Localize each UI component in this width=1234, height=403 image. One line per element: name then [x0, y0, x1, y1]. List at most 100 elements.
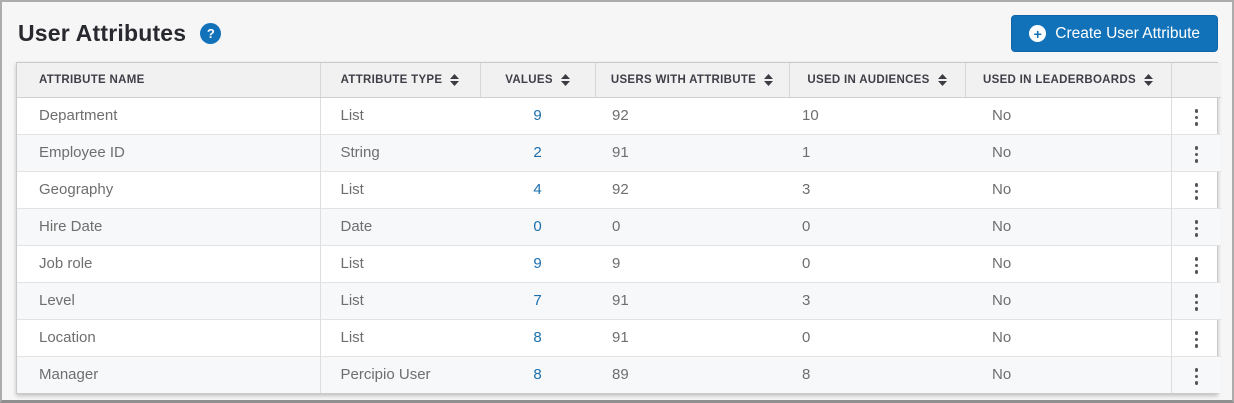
column-header-used-in-leaderboards[interactable]: USED IN LEADERBOARDS: [965, 63, 1172, 98]
values-count-link[interactable]: 9: [533, 107, 542, 124]
table-row: Level List 7 91 3 No: [17, 281, 1221, 319]
used-in-audiences-cell: 0: [789, 207, 965, 245]
kebab-menu-icon[interactable]: [1187, 214, 1207, 243]
page-title: User Attributes: [18, 20, 187, 46]
values-cell: 2: [480, 133, 595, 171]
attribute-name-cell: Hire Date: [17, 207, 321, 245]
used-in-audiences-cell: 0: [789, 244, 965, 282]
table-row: Department List 9 92 10 No: [17, 97, 1221, 134]
attribute-name-cell: Level: [17, 281, 321, 319]
sort-icon: [1143, 73, 1153, 86]
attribute-type-cell: List: [320, 281, 480, 319]
values-cell: 9: [480, 244, 595, 282]
attribute-type-cell: List: [320, 318, 480, 356]
sort-icon: [560, 73, 570, 86]
row-actions-cell: [1170, 170, 1221, 208]
table-header-row: ATTRIBUTE NAME ATTRIBUTE TYPE VALUES: [17, 63, 1221, 98]
kebab-menu-icon[interactable]: [1187, 251, 1207, 280]
kebab-menu-icon[interactable]: [1187, 362, 1207, 391]
attribute-name-cell: Geography: [17, 170, 321, 208]
attribute-name-cell: Manager: [17, 355, 321, 393]
column-label: ATTRIBUTE NAME: [39, 73, 145, 86]
row-actions-cell: [1170, 97, 1221, 134]
used-in-leaderboards-cell: No: [965, 170, 1171, 208]
users-with-attribute-cell: 9: [595, 244, 789, 282]
table-row: Manager Percipio User 8 89 8 No: [17, 355, 1221, 393]
users-with-attribute-cell: 91: [595, 133, 789, 171]
attribute-type-cell: List: [320, 170, 480, 208]
row-actions-cell: [1170, 133, 1221, 171]
used-in-leaderboards-cell: No: [965, 281, 1171, 319]
used-in-audiences-cell: 10: [802, 107, 819, 124]
kebab-menu-icon[interactable]: [1187, 288, 1207, 317]
used-in-leaderboards-cell: No: [965, 318, 1171, 356]
kebab-menu-icon[interactable]: [1187, 140, 1207, 169]
plus-icon: +: [1029, 25, 1047, 42]
column-label: ATTRIBUTE TYPE: [340, 73, 443, 86]
users-with-attribute-cell: 92: [595, 170, 789, 208]
values-count-link[interactable]: 2: [533, 144, 542, 161]
used-in-leaderboards-cell: No: [992, 107, 1012, 124]
attribute-type-cell: String: [320, 133, 480, 171]
attribute-name-cell: Job role: [17, 244, 321, 282]
row-actions-cell: [1170, 355, 1221, 393]
table-row: Geography List 4 92 3 No: [17, 170, 1221, 208]
attribute-name-cell: Location: [17, 318, 321, 356]
values-cell: 8: [480, 318, 595, 356]
column-header-attribute-type[interactable]: ATTRIBUTE TYPE: [320, 63, 481, 98]
used-in-leaderboards-cell: No: [965, 244, 1171, 282]
users-with-attribute-cell: 92: [612, 107, 629, 124]
users-with-attribute-cell: 0: [595, 207, 789, 245]
sort-icon: [764, 73, 774, 86]
values-count-link[interactable]: 4: [533, 181, 542, 198]
values-count-link[interactable]: 8: [533, 329, 542, 346]
page-header: User Attributes ? + Create User Attribut…: [2, 2, 1232, 52]
column-header-used-in-audiences[interactable]: USED IN AUDIENCES: [789, 63, 966, 98]
attribute-type-cell: Date: [320, 207, 480, 245]
help-icon[interactable]: ?: [200, 23, 222, 44]
attribute-name-cell: Employee ID: [17, 133, 321, 171]
attribute-name-cell: Department: [17, 97, 321, 134]
used-in-leaderboards-cell: No: [965, 355, 1171, 393]
create-user-attribute-label: Create User Attribute: [1055, 24, 1200, 42]
column-label: USED IN LEADERBOARDS: [983, 73, 1136, 86]
kebab-menu-icon[interactable]: [1187, 177, 1207, 206]
table-row: Employee ID String 2 91 1 No: [17, 133, 1221, 171]
create-user-attribute-button[interactable]: + Create User Attribute: [1011, 15, 1218, 52]
row-actions-cell: [1170, 244, 1221, 282]
sort-icon: [450, 73, 460, 86]
user-attributes-table-container: ATTRIBUTE NAME ATTRIBUTE TYPE VALUES: [16, 62, 1221, 394]
used-in-audiences-cell: 3: [789, 281, 965, 319]
used-in-leaderboards-cell: No: [965, 133, 1171, 171]
table-row: Job role List 9 9 0 No: [17, 244, 1221, 282]
user-attributes-table: ATTRIBUTE NAME ATTRIBUTE TYPE VALUES: [17, 63, 1221, 393]
attribute-type-cell: List: [340, 107, 364, 124]
users-with-attribute-cell: 91: [595, 318, 789, 356]
column-header-attribute-name: ATTRIBUTE NAME: [17, 63, 321, 98]
values-count-link[interactable]: 0: [533, 218, 542, 235]
column-header-values[interactable]: VALUES: [480, 63, 596, 98]
table-row: Location List 8 91 0 No: [17, 318, 1221, 356]
values-count-link[interactable]: 8: [533, 366, 542, 384]
column-header-users-with-attribute[interactable]: USERS WITH ATTRIBUTE: [595, 63, 790, 98]
kebab-menu-icon[interactable]: [1187, 325, 1207, 354]
values-cell: 0: [480, 207, 595, 245]
used-in-audiences-cell: 3: [789, 170, 965, 208]
row-actions-cell: [1170, 318, 1221, 356]
attribute-type-cell: List: [320, 244, 480, 282]
row-actions-cell: [1170, 207, 1221, 245]
column-header-actions: [1171, 63, 1221, 98]
attribute-type-cell: Percipio User: [320, 355, 480, 393]
values-count-link[interactable]: 9: [533, 255, 542, 272]
used-in-audiences-cell: 0: [789, 318, 965, 356]
kebab-menu-icon[interactable]: [1187, 103, 1207, 132]
used-in-leaderboards-cell: No: [965, 207, 1171, 245]
used-in-audiences-cell: 1: [789, 133, 965, 171]
values-count-link[interactable]: 7: [533, 292, 542, 309]
used-in-audiences-cell: 8: [789, 355, 965, 393]
title-group: User Attributes ?: [18, 20, 222, 47]
users-with-attribute-cell: 91: [595, 281, 789, 319]
column-label: USERS WITH ATTRIBUTE: [610, 73, 757, 86]
users-with-attribute-cell: 89: [595, 355, 789, 393]
